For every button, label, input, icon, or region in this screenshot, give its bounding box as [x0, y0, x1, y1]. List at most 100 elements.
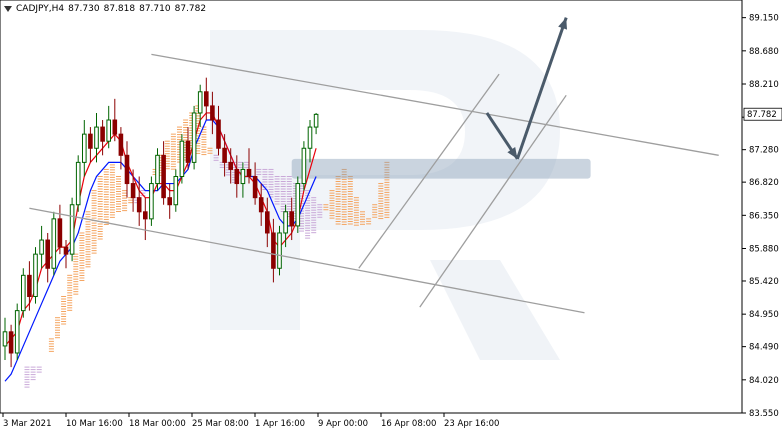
y-tick-label: 85.880 [749, 245, 779, 255]
time-axis: 3 Mar 2021 10 Mar 16:00 18 Mar 00:00 25 Mar… [2, 413, 499, 429]
x-tick-label: 23 Apr 16:00 [444, 419, 499, 429]
candle-body [179, 140, 185, 177]
x-tick-label: 9 Apr 00:00 [318, 419, 368, 429]
rising-channel-upper [358, 73, 500, 269]
candle-body [118, 133, 124, 156]
forecast-arrows [485, 17, 568, 160]
candle-body [204, 91, 209, 107]
current-price-label: 87.782 [747, 110, 777, 120]
candle-body [8, 331, 14, 354]
candle-body [283, 211, 288, 234]
candle-body [185, 140, 191, 163]
candle-body [143, 211, 148, 220]
current-price-box [743, 107, 782, 121]
candles [2, 77, 319, 368]
candle-body [313, 113, 319, 128]
x-tick-label: 25 Mar 08:00 [192, 419, 249, 429]
candle-body [33, 253, 38, 298]
x-tick-label: 3 Mar 2021 [3, 419, 51, 429]
forecast-arrow-down-head [507, 147, 518, 159]
candle-body [27, 274, 32, 298]
candle-body [82, 133, 87, 163]
candle-body [222, 147, 227, 163]
candle-body [112, 119, 118, 135]
candle-body [271, 232, 276, 269]
candle-body [63, 246, 69, 255]
x-tick-label: 16 Apr 08:00 [381, 419, 436, 429]
y-tick-label: 89.150 [749, 14, 779, 24]
x-tick-label: 10 Mar 16:00 [66, 419, 123, 429]
symbol-header: CADJPY,H4 87.730 87.818 87.710 87.782 [4, 4, 210, 14]
indicator-lines [4, 112, 317, 382]
y-tick-label: 88.210 [749, 80, 779, 90]
y-tick-label: 86.350 [749, 211, 779, 221]
candle-body [75, 161, 81, 206]
candle-body [51, 218, 57, 269]
candle-body [161, 154, 166, 199]
candle-body [167, 197, 172, 206]
y-tick-label: 85.420 [749, 277, 779, 287]
candle-body [197, 91, 203, 114]
channel-lines [29, 53, 719, 314]
y-tick-label: 84.490 [749, 343, 779, 353]
close-value: 87.782 [174, 4, 207, 14]
y-tick-label: 84.020 [749, 376, 779, 386]
symbol-label: CADJPY,H4 [16, 4, 65, 14]
y-tick-label: 83.550 [749, 409, 779, 419]
candle-body [240, 168, 246, 185]
candle-body [69, 204, 75, 255]
candle-body [100, 126, 105, 142]
candle-body [295, 183, 301, 227]
forecast-arrow-up-shaft [515, 17, 568, 160]
candle-body [246, 168, 252, 177]
lower-trendline [29, 207, 585, 314]
y-tick-label: 84.950 [749, 310, 779, 320]
candle-body [14, 310, 20, 354]
candle-body [45, 239, 51, 269]
upper-trendline [151, 53, 719, 156]
candle-body [216, 119, 221, 149]
open-value: 87.730 [68, 4, 100, 14]
high-value: 87.818 [103, 4, 136, 14]
tenkan-line [4, 112, 317, 347]
candle-body [124, 154, 130, 185]
forecast-arrow-up-head [558, 17, 568, 30]
candle-body [136, 197, 142, 213]
candle-body [210, 105, 215, 121]
candle-body [252, 175, 258, 199]
candle-body [155, 154, 160, 185]
candle-body [2, 331, 8, 347]
candle-body [173, 175, 179, 206]
x-tick-label: 18 Mar 00:00 [129, 419, 186, 429]
candle-body [258, 197, 264, 213]
plot-background [0, 0, 743, 414]
price-axis: 89.15088.68088.21087.74087.28086.82086.3… [742, 14, 782, 419]
candle-body [307, 126, 313, 149]
low-value: 87.710 [139, 4, 171, 14]
candle-body [149, 183, 154, 220]
candle-body [21, 274, 26, 312]
candle-body [265, 211, 270, 234]
candle-body [234, 168, 240, 185]
resistance-zone [291, 158, 591, 179]
dropdown-triangle-icon[interactable] [4, 5, 12, 12]
candle-body [94, 126, 99, 149]
candle-body [88, 133, 93, 149]
y-tick-label: 86.820 [749, 178, 779, 188]
candle-body [130, 183, 136, 199]
candle-body [301, 147, 307, 185]
candle-body [228, 161, 233, 170]
candle-body [277, 232, 282, 269]
x-tick-label: 1 Apr 16:00 [255, 419, 305, 429]
resistance-zone-box [291, 158, 591, 179]
y-tick-label: 87.280 [749, 146, 779, 156]
candle-body [106, 119, 112, 142]
ichimoku-cloud [24, 105, 390, 388]
candle-body [57, 218, 63, 248]
rising-channel-lower [419, 94, 567, 308]
y-tick-label: 88.680 [749, 47, 779, 57]
candle-body [289, 211, 294, 227]
kijun-line [4, 119, 317, 382]
